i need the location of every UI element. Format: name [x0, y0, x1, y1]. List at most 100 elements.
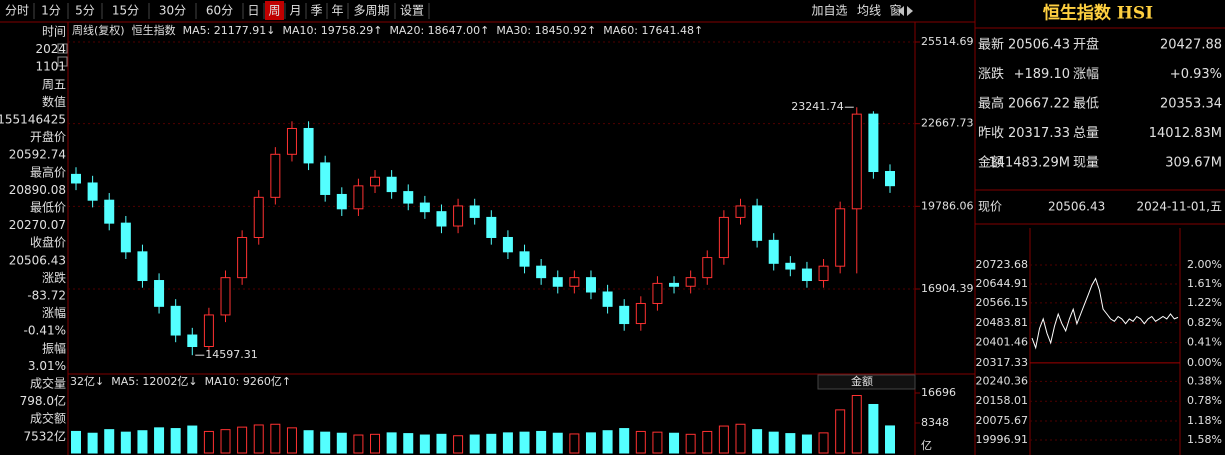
quote-label: 涨跌 [978, 66, 1004, 82]
candle-body [602, 291, 613, 307]
quote-value: 141483.29M [988, 156, 1070, 171]
period-tab[interactable]: 1分 [41, 4, 61, 18]
volume-bar [702, 430, 713, 454]
ma-legend: MA30: 18450.92↑ [496, 24, 596, 37]
candle-body [851, 113, 862, 210]
volume-bar [386, 432, 397, 454]
candle-body [868, 113, 879, 173]
period-tab[interactable]: 15分 [112, 4, 139, 18]
settings-box[interactable] [57, 56, 68, 67]
info-item: 收盘价 [30, 235, 66, 250]
quote-label: 总量 [1073, 126, 1099, 141]
period-tab[interactable]: 季 [310, 4, 322, 18]
candle-body [137, 251, 148, 282]
volume-bar [436, 433, 447, 454]
period-tab[interactable]: 分时 [5, 4, 29, 18]
volume-bar [768, 431, 779, 454]
candle-body [818, 265, 829, 282]
candle-body [453, 205, 464, 227]
intraday-pct-label: 1.58% [1187, 433, 1222, 446]
candle-body [536, 265, 547, 279]
info-item: 7532亿 [23, 428, 66, 443]
quote-label: 最低 [1073, 97, 1099, 112]
intraday-pct-label: 1.22% [1187, 296, 1222, 309]
candle-body [585, 277, 596, 293]
candle-body [403, 191, 414, 204]
period-tab[interactable]: 5分 [75, 4, 95, 18]
candle-body [835, 208, 846, 267]
candle-body [652, 282, 663, 304]
period-tab[interactable]: 日 [247, 4, 259, 18]
candle-body [353, 185, 364, 210]
info-item: 3.01% [28, 359, 66, 373]
next-arrow[interactable] [907, 6, 913, 16]
quote-label: 最新 [978, 37, 1004, 53]
volume-legend: 32亿↓ [70, 375, 104, 388]
toolbar-button[interactable]: 加自选 [811, 4, 847, 18]
period-tab[interactable]: 月 [289, 4, 301, 18]
candle-body [386, 176, 397, 193]
price-tick-label: 25514.69 [921, 35, 974, 48]
volume-bar [237, 426, 248, 454]
candle-body [419, 202, 430, 213]
volume-bar [353, 434, 364, 454]
period-tab[interactable]: 多周期 [353, 4, 389, 18]
low-label: 14597.31 [205, 348, 257, 361]
intraday-pct-label: 1.18% [1187, 414, 1222, 427]
period-tab[interactable]: 周 [268, 4, 280, 18]
high-label: 23241.74 [791, 100, 844, 113]
candle-body [569, 277, 580, 287]
candle-body [885, 171, 895, 187]
quote-label: 涨幅 [1073, 67, 1099, 82]
candle-body [619, 305, 630, 325]
price-label: 现价 [978, 200, 1002, 214]
volume-bar [120, 431, 131, 454]
volume-bar [320, 431, 331, 454]
period-tab[interactable]: 设置 [400, 4, 424, 18]
quote-title: 恒生指数 HSI [1043, 3, 1153, 24]
intraday-line [1031, 277, 1179, 350]
candle-body [785, 262, 796, 270]
quote-value: 309.67M [1165, 156, 1222, 171]
candle-body [203, 314, 214, 347]
toolbar-button[interactable]: 窗 [889, 4, 901, 18]
prev-arrow[interactable] [898, 6, 904, 16]
info-item: 20506.43 [9, 253, 66, 267]
volume-bar [669, 432, 680, 454]
period-tab[interactable]: 30分 [159, 4, 186, 18]
volume-bar [187, 425, 198, 454]
intraday-pct-label: 1.61% [1187, 277, 1222, 290]
volume-bar [602, 430, 613, 454]
period-tab[interactable]: 年 [331, 4, 343, 18]
candle-body [768, 239, 779, 264]
volume-bar [718, 425, 729, 454]
ma-legend: MA5: 21177.91↓ [183, 24, 276, 37]
volume-bar [137, 430, 148, 454]
info-item: -0.41% [24, 324, 66, 338]
volume-selector-label[interactable]: 金额 [851, 374, 873, 388]
candle-body [237, 236, 248, 279]
volume-selector[interactable] [817, 374, 916, 390]
quote-value: +0.93% [1170, 67, 1222, 82]
period-tab[interactable]: 60分 [206, 4, 233, 18]
intraday-price-label: 20723.68 [976, 258, 1029, 271]
volume-bar [370, 433, 381, 454]
candle-body [286, 127, 297, 155]
toolbar-button[interactable]: 均线 [857, 4, 881, 18]
volume-bar [253, 424, 264, 454]
intraday-price-label: 20240.36 [976, 374, 1029, 387]
candle-body [735, 205, 746, 218]
candle-body [303, 127, 314, 164]
candle-body [469, 205, 480, 218]
price-tick-label: 16904.39 [921, 282, 974, 295]
volume-bar [835, 409, 846, 454]
price-tick-label: 19786.06 [921, 199, 974, 212]
info-item: -83.72 [27, 289, 66, 303]
info-item: 1101 [35, 60, 66, 74]
info-item: 最低价 [30, 201, 66, 215]
volume-bar [286, 427, 297, 454]
settings-box[interactable] [57, 43, 68, 54]
candle-body [669, 282, 680, 287]
info-item: 最高价 [30, 164, 66, 179]
volume-unit: 亿 [921, 439, 932, 452]
